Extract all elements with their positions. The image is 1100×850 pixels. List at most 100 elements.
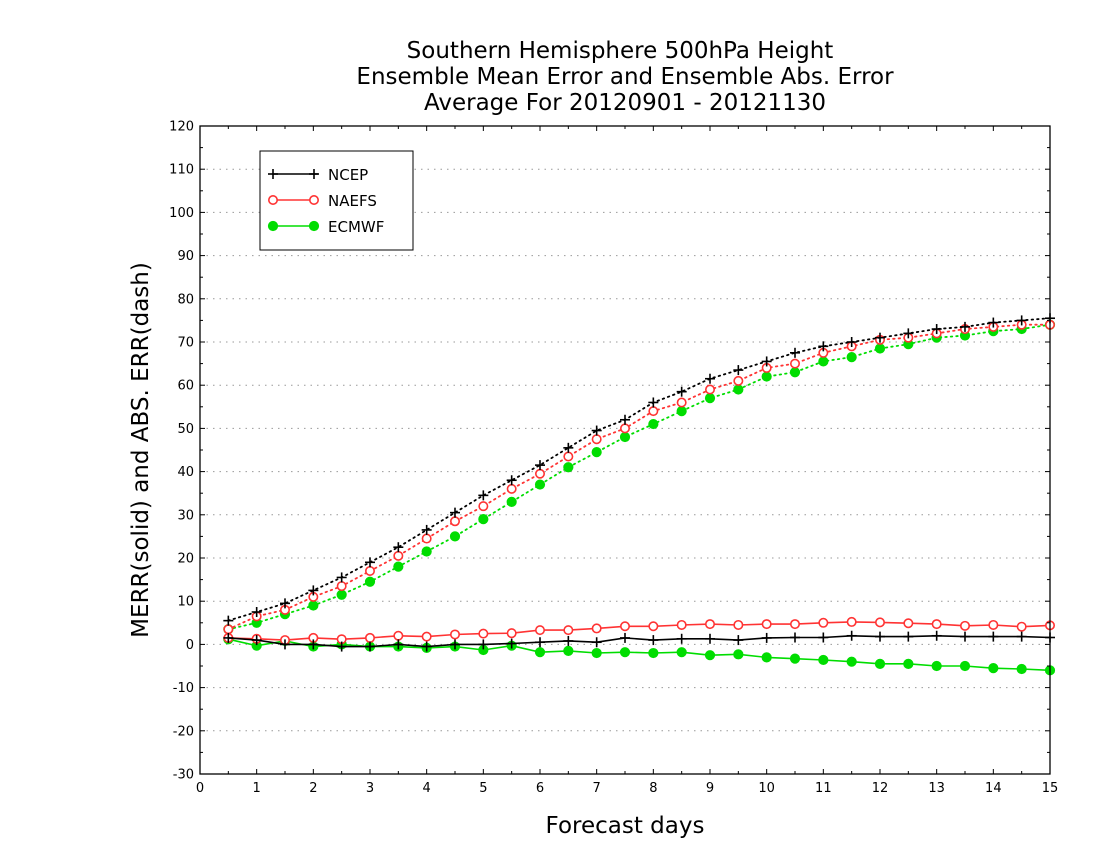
data-point-mean-err-ncep [705,633,715,644]
data-point-mean-err-ecmwf [959,660,971,672]
data-point-abs-err-ecmwf [874,343,886,354]
data-point-mean-err-naefs [563,625,574,636]
data-point-abs-err-ncep [846,337,857,347]
data-point-mean-err-ncep [818,632,829,643]
data-point-abs-err-ecmwf [393,561,404,572]
y-tick-label: -20 [173,724,194,739]
y-tick-label: 30 [177,508,194,523]
data-point-mean-err-ncep [846,630,857,641]
data-point-mean-err-naefs [1016,621,1027,632]
data-point-mean-err-ncep [393,639,404,650]
data-point-mean-err-naefs [733,619,744,630]
x-tick-label: 13 [928,781,945,796]
data-point-mean-err-ncep [308,639,319,650]
data-point-abs-err-naefs [449,516,460,527]
data-point-abs-err-ecmwf [733,384,744,395]
data-point-mean-err-naefs [393,630,404,641]
data-point-mean-err-ecmwf [1016,663,1027,675]
data-point-mean-err-naefs [648,621,659,632]
x-tick-label: 2 [309,781,317,796]
data-point-mean-err-ncep [733,635,744,646]
data-point-mean-err-ncep [336,641,347,652]
x-tick-label: 3 [366,781,374,796]
data-point-abs-err-ecmwf [478,514,489,525]
series-line-abs-err-naefs [227,323,1051,631]
data-point-abs-err-naefs [591,434,602,445]
x-tick-label: 6 [536,781,544,796]
x-tick-label: 12 [872,781,889,796]
data-point-abs-err-ncep [733,365,744,376]
data-point-mean-err-naefs [506,628,517,639]
legend-marker-ncep [309,169,319,179]
data-point-abs-err-naefs [789,358,800,369]
data-point-mean-err-naefs [931,619,942,630]
data-point-mean-err-ncep [620,632,630,643]
data-point-abs-err-naefs [223,624,234,635]
data-point-abs-err-ncep [705,373,715,384]
data-point-mean-err-ecmwf [619,647,631,658]
data-point-mean-err-naefs [421,631,432,642]
data-point-mean-err-naefs [449,629,460,640]
data-point-mean-err-ncep [280,639,290,650]
y-tick-label: 80 [177,292,194,307]
data-point-abs-err-ncep [421,524,432,535]
data-point-abs-err-ncep [931,324,942,335]
data-point-mean-err-naefs [789,619,800,630]
x-tick-label: 4 [423,781,431,796]
legend-marker-ecmwf [267,220,279,232]
data-point-abs-err-ncep [790,347,800,358]
chart-title: Southern Hemisphere 500hPa Height Ensemb… [356,38,894,116]
data-point-mean-err-ncep [591,637,602,648]
data-point-abs-err-ncep [875,332,885,343]
data-point-mean-err-ncep [251,635,262,646]
data-point-abs-err-ecmwf [308,600,319,611]
data-point-mean-err-ecmwf [818,654,829,666]
y-tick-label: 100 [169,206,194,221]
data-point-abs-err-ecmwf [563,462,574,473]
data-point-abs-err-naefs [364,565,375,576]
data-point-mean-err-naefs [534,625,545,636]
data-point-mean-err-ecmwf [761,652,772,663]
data-point-mean-err-ecmwf [563,645,574,656]
y-tick-label: 90 [177,249,194,264]
y-tick-label: -30 [173,768,194,783]
legend-marker-naefs [308,195,319,206]
x-tick-label: 10 [758,781,775,796]
data-point-abs-err-ecmwf [506,496,517,507]
data-point-abs-err-ncep [620,414,630,425]
data-point-abs-err-naefs [676,397,687,408]
data-point-abs-err-ecmwf [846,352,857,363]
data-point-abs-err-ncep [535,460,545,471]
series-line-abs-err-ncep [227,317,1051,622]
data-point-mean-err-ecmwf [704,650,716,661]
plot-data [223,313,1056,676]
data-point-abs-err-naefs [563,451,574,462]
data-point-mean-err-ncep [563,635,574,646]
data-point-mean-err-ncep [761,632,772,643]
x-tick-label: 7 [593,781,601,796]
data-point-mean-err-ncep [421,641,432,652]
y-tick-label: 70 [177,336,194,351]
data-point-abs-err-ncep [648,397,659,408]
data-point-abs-err-naefs [393,550,404,561]
y-tick-label: 60 [177,379,194,394]
y-tick-label: 10 [177,595,194,610]
data-point-abs-err-ncep [676,386,687,397]
data-point-mean-err-ncep [1016,631,1027,642]
x-axis-label: Forecast days [546,813,705,839]
data-point-mean-err-ncep [790,632,800,643]
data-point-abs-err-ecmwf [676,406,687,417]
data-point-abs-err-ncep [478,490,489,501]
data-point-mean-err-ecmwf [903,658,914,669]
data-point-abs-err-naefs [704,384,715,395]
data-point-abs-err-ncep [251,607,262,617]
data-point-abs-err-ecmwf [704,393,716,404]
y-axis-label: MERR(solid) and ABS. ERR(dash) [128,262,154,638]
grid [200,168,1050,732]
data-point-abs-err-naefs [506,483,517,494]
data-point-abs-err-naefs [336,581,347,592]
legend: NCEP NAEFS ECMWF [259,150,414,251]
data-point-abs-err-naefs [421,533,432,544]
data-point-abs-err-naefs [648,406,659,417]
legend-marker-ecmwf [308,220,320,232]
